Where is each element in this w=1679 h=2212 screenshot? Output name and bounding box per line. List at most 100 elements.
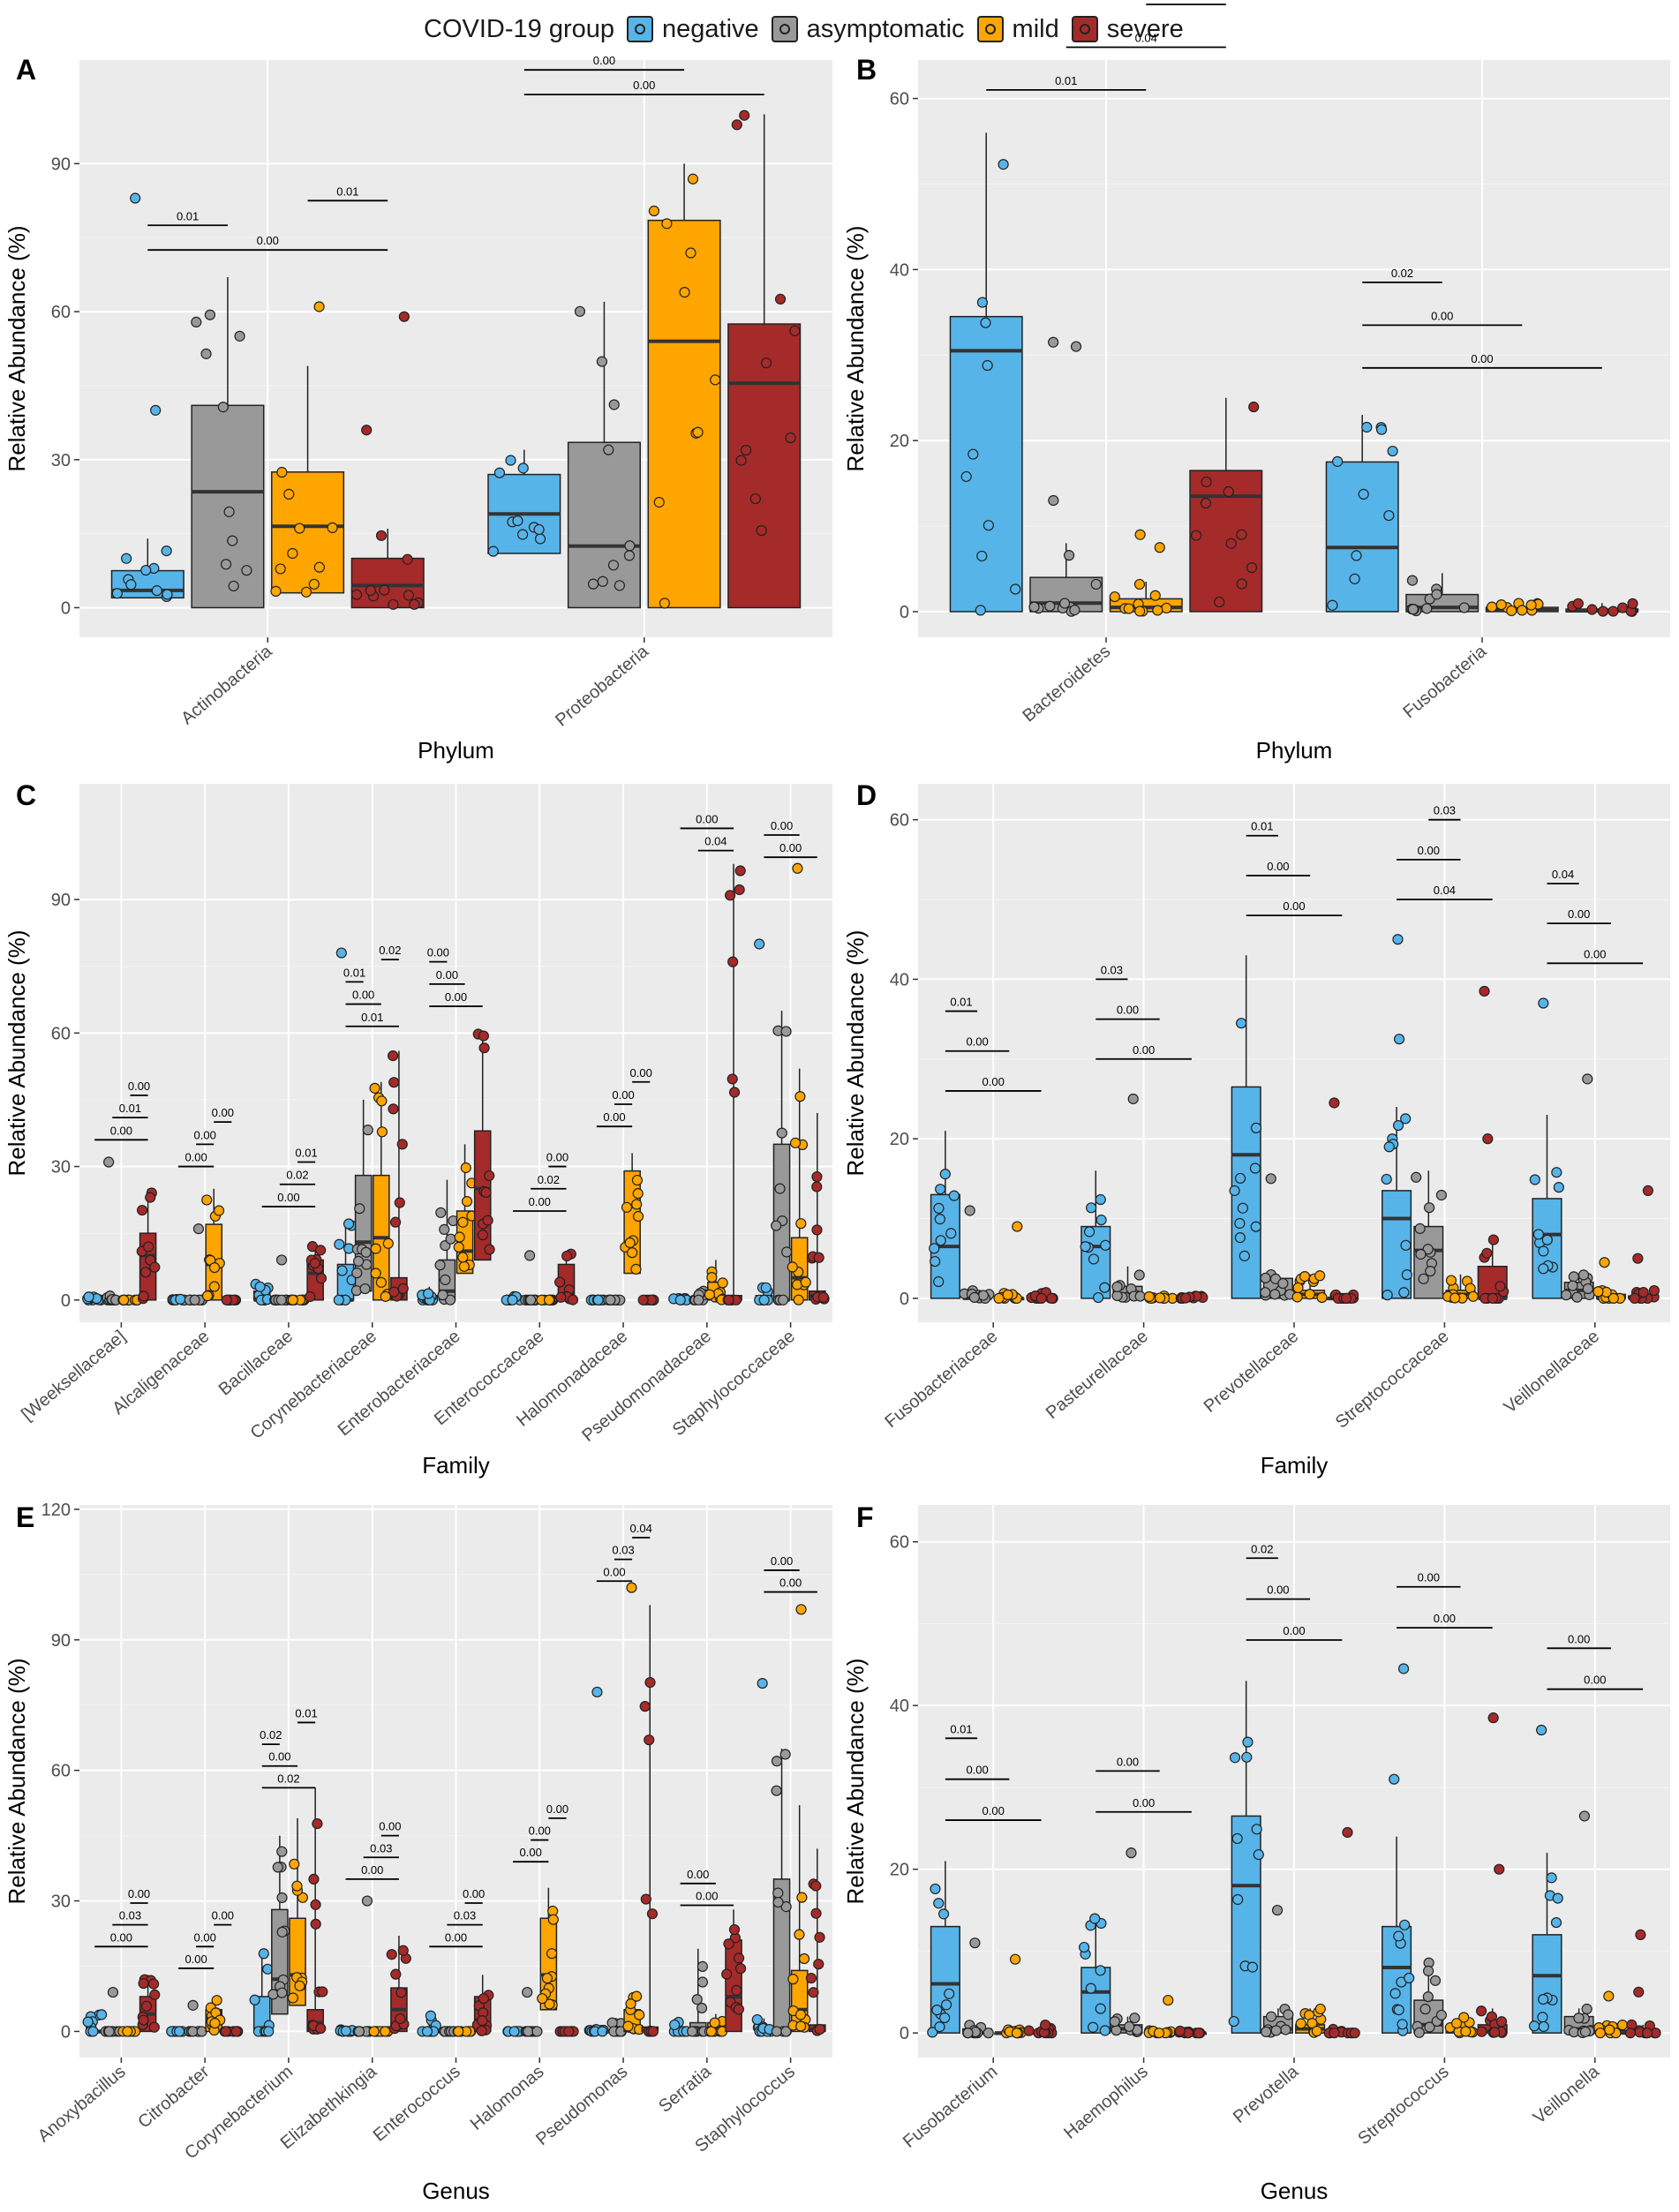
data-point	[1314, 1270, 1326, 1282]
data-point	[118, 1294, 130, 1305]
data-point	[388, 598, 399, 610]
data-point	[333, 1294, 344, 1305]
data-point	[258, 1948, 269, 1960]
data-point	[1435, 2009, 1448, 2021]
data-point	[1239, 1250, 1250, 1261]
data-point	[359, 1283, 371, 1295]
data-point	[1046, 1292, 1058, 1304]
data-point	[1002, 1289, 1013, 1300]
data-point	[300, 586, 312, 598]
data-point	[125, 579, 137, 591]
outlier-point	[150, 404, 162, 416]
data-point	[263, 2026, 275, 2037]
box-negative	[1325, 461, 1399, 613]
data-point	[1506, 605, 1517, 617]
data-point	[276, 1846, 288, 1857]
data-point	[1586, 604, 1598, 615]
data-point	[728, 1087, 741, 1098]
data-point	[631, 1199, 643, 1210]
y-axis-title: Relative Abundance (%)	[4, 930, 30, 1177]
p-value-label: 0.03	[454, 1909, 476, 1922]
data-point	[811, 1181, 823, 1193]
y-tick-label: 20	[890, 1861, 909, 1880]
data-point	[1467, 1290, 1479, 1302]
data-point	[934, 1214, 945, 1225]
p-value-label: 0.00	[1117, 1755, 1139, 1768]
y-tick-label: 30	[51, 451, 71, 470]
data-point	[962, 2028, 974, 2039]
legend-key-severe	[1071, 16, 1098, 42]
data-point	[484, 1244, 495, 1255]
data-point	[1088, 1253, 1100, 1265]
p-value-label: 0.00	[966, 1035, 988, 1049]
p-value-label: 0.00	[779, 841, 802, 854]
data-point	[933, 1275, 945, 1288]
data-point	[706, 1272, 718, 1283]
data-point	[1550, 1916, 1562, 1929]
p-value-label: 0.04	[630, 1522, 652, 1535]
y-axis-title: Relative Abundance (%)	[842, 226, 869, 472]
data-point	[148, 2021, 160, 2033]
data-point	[453, 2026, 464, 2037]
p-value-label: 0.00	[1267, 860, 1289, 873]
data-point	[297, 1892, 309, 1903]
data-point	[143, 1241, 154, 1253]
data-point	[1538, 1245, 1549, 1257]
data-point	[275, 563, 286, 575]
data-point	[437, 1290, 448, 1301]
data-point	[780, 1901, 792, 1913]
data-point	[669, 2019, 681, 2031]
data-point	[389, 1216, 402, 1228]
outlier-point	[192, 1223, 205, 1235]
legend: COVID-19 group negative asymptomatic mil…	[424, 9, 1184, 49]
x-axis-title: Family	[422, 1452, 490, 1478]
p-value-label: 0.04	[1552, 868, 1574, 881]
x-tick-label: Pseudomonas	[532, 2062, 631, 2149]
data-point	[1200, 497, 1212, 509]
data-point	[531, 2026, 543, 2037]
data-point	[368, 2026, 380, 2037]
data-point	[734, 865, 746, 877]
data-point	[679, 287, 690, 298]
data-point	[370, 1243, 381, 1254]
data-point	[287, 547, 298, 560]
x-axis-title: Genus	[422, 2178, 490, 2204]
outlier-point	[1578, 1810, 1591, 1822]
p-value-label: 0.00	[352, 989, 374, 1002]
data-point	[1546, 1872, 1557, 1884]
p-value-label: 0.01	[177, 209, 199, 222]
data-point	[454, 1231, 465, 1243]
data-point	[983, 2028, 994, 2039]
data-point	[1393, 2005, 1404, 2016]
data-point	[1528, 2020, 1540, 2032]
data-point	[771, 2026, 782, 2037]
outlier-point	[1265, 1173, 1276, 1185]
data-point	[1109, 591, 1120, 603]
data-point	[380, 2026, 391, 2037]
data-point	[1229, 1185, 1240, 1197]
y-tick-label: 40	[890, 260, 909, 280]
data-point	[1090, 578, 1102, 591]
data-point	[476, 2025, 487, 2036]
outlier-point	[396, 1139, 408, 1150]
data-point	[798, 1952, 810, 1965]
data-point	[1249, 1162, 1261, 1174]
p-value-label: 0.01	[119, 1102, 141, 1115]
data-point	[1349, 573, 1360, 584]
p-value-label: 0.01	[295, 1147, 317, 1160]
data-point	[1161, 602, 1172, 614]
data-point	[723, 1938, 734, 1950]
outlier-point	[1599, 1257, 1610, 1268]
data-point	[1253, 1848, 1264, 1861]
data-point	[935, 1235, 946, 1246]
data-point	[1232, 1893, 1244, 1906]
p-value-label: 0.00	[277, 1191, 299, 1204]
data-point	[388, 1286, 400, 1298]
data-point	[927, 2027, 938, 2038]
data-point	[1627, 598, 1638, 609]
data-point	[760, 357, 772, 369]
p-value-label: 0.00	[1584, 947, 1606, 960]
outlier-point	[1538, 997, 1549, 1009]
data-point	[632, 1210, 644, 1223]
